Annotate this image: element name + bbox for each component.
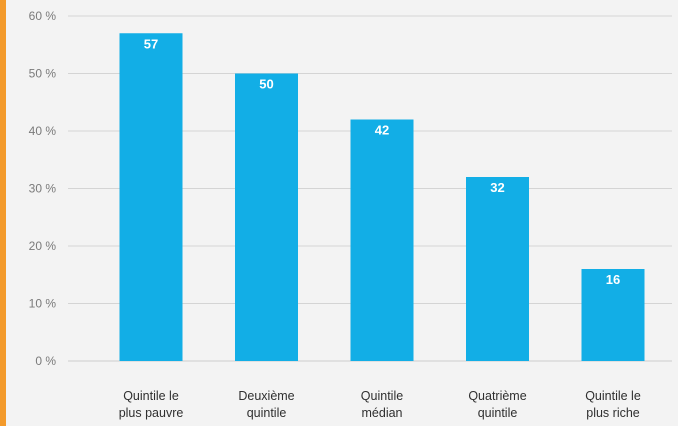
x-tick-label: quintile: [478, 406, 518, 420]
left-accent-stripe: [0, 0, 6, 426]
data-label: 32: [490, 180, 504, 195]
y-tick-label: 10 %: [29, 297, 57, 311]
data-label: 42: [375, 123, 389, 138]
y-tick-label: 30 %: [29, 182, 57, 196]
x-tick-label: plus riche: [586, 406, 640, 420]
x-tick-label: Quintile le: [123, 389, 179, 403]
data-label: 16: [606, 272, 620, 287]
x-axis-labels: Quintile le plus pauvre Deuxième quintile Qu…: [119, 389, 641, 420]
x-tick-label: Quintile le: [585, 389, 641, 403]
y-tick-label: 50 %: [29, 67, 57, 81]
bar: [581, 269, 645, 361]
y-tick-label: 40 %: [29, 124, 57, 138]
y-tick-label: 20 %: [29, 239, 57, 253]
bar: [350, 119, 414, 361]
data-label: 50: [259, 77, 273, 92]
y-axis: 0 % 10 % 20 % 30 % 40 % 50 % 60 %: [29, 9, 57, 368]
x-tick-label: médian: [362, 406, 403, 420]
y-tick-label: 0 %: [35, 354, 56, 368]
bar: [235, 73, 298, 361]
x-tick-label: plus pauvre: [119, 406, 184, 420]
bar: [466, 177, 529, 361]
x-tick-label: Quatrième: [468, 389, 526, 403]
bar: [119, 33, 183, 361]
x-tick-label: Quintile: [361, 389, 403, 403]
y-tick-label: 60 %: [29, 9, 57, 23]
x-tick-label: Deuxième: [238, 389, 294, 403]
data-label: 57: [144, 36, 158, 51]
x-tick-label: quintile: [247, 406, 287, 420]
bars: 57 50 42 32 16: [119, 33, 645, 361]
